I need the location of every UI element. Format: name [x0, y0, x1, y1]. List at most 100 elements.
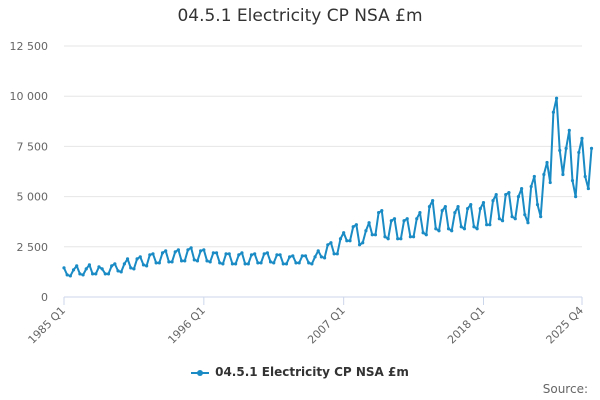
data-point[interactable] — [272, 261, 276, 265]
data-point[interactable] — [167, 260, 171, 264]
data-point[interactable] — [284, 262, 289, 266]
data-point[interactable] — [554, 96, 559, 100]
data-point[interactable] — [348, 239, 352, 243]
data-point[interactable] — [475, 227, 479, 231]
data-point[interactable] — [259, 261, 263, 265]
data-point[interactable] — [297, 261, 301, 265]
data-point[interactable] — [373, 233, 378, 237]
data-point[interactable] — [103, 272, 107, 276]
data-point[interactable] — [567, 128, 571, 132]
data-point[interactable] — [94, 272, 98, 276]
data-point[interactable] — [195, 259, 200, 263]
data-point[interactable] — [278, 253, 282, 257]
data-point[interactable] — [485, 223, 489, 227]
data-point[interactable] — [367, 221, 371, 225]
data-point[interactable] — [189, 246, 193, 250]
data-point[interactable] — [256, 261, 260, 265]
data-point[interactable] — [176, 248, 180, 252]
data-point[interactable] — [396, 237, 400, 241]
data-point[interactable] — [91, 272, 95, 276]
data-point[interactable] — [148, 253, 152, 257]
data-point[interactable] — [313, 255, 317, 259]
data-point[interactable] — [202, 248, 206, 252]
data-point[interactable] — [300, 254, 304, 258]
data-point[interactable] — [253, 252, 257, 256]
data-point[interactable] — [513, 217, 517, 221]
data-point[interactable] — [214, 251, 219, 255]
data-point[interactable] — [65, 273, 69, 277]
data-point[interactable] — [586, 186, 590, 191]
data-point[interactable] — [520, 186, 524, 191]
data-point[interactable] — [446, 227, 451, 231]
data-point[interactable] — [523, 213, 527, 217]
data-point[interactable] — [421, 231, 425, 235]
data-point[interactable] — [335, 252, 339, 256]
data-point[interactable] — [408, 235, 412, 239]
data-point[interactable] — [329, 241, 333, 245]
data-point[interactable] — [310, 262, 314, 266]
data-point[interactable] — [418, 211, 422, 215]
data-point[interactable] — [583, 174, 587, 179]
data-point[interactable] — [157, 261, 161, 265]
data-point[interactable] — [589, 146, 594, 151]
data-point[interactable] — [577, 150, 581, 155]
data-point[interactable] — [75, 264, 79, 268]
data-point[interactable] — [100, 267, 104, 271]
data-point[interactable] — [199, 249, 203, 253]
data-point[interactable] — [481, 201, 486, 205]
data-point[interactable] — [380, 209, 384, 213]
data-point[interactable] — [389, 219, 393, 223]
data-point[interactable] — [545, 160, 549, 165]
data-point[interactable] — [456, 205, 460, 209]
data-point[interactable] — [570, 178, 575, 183]
data-point[interactable] — [453, 211, 457, 215]
data-point[interactable] — [132, 267, 136, 271]
data-point[interactable] — [402, 219, 406, 223]
data-point[interactable] — [377, 211, 381, 215]
data-point[interactable] — [84, 267, 88, 271]
data-point[interactable] — [551, 110, 556, 114]
data-point[interactable] — [510, 215, 514, 219]
data-point[interactable] — [364, 229, 368, 233]
data-point[interactable] — [405, 217, 409, 221]
data-point[interactable] — [288, 255, 292, 259]
data-point[interactable] — [574, 195, 578, 199]
data-point[interactable] — [431, 199, 435, 203]
data-point[interactable] — [205, 259, 209, 263]
data-point[interactable] — [151, 252, 155, 256]
data-point[interactable] — [307, 261, 311, 265]
data-point[interactable] — [443, 205, 447, 209]
data-point[interactable] — [450, 229, 454, 233]
data-point[interactable] — [532, 174, 536, 179]
data-point[interactable] — [472, 225, 476, 229]
data-point[interactable] — [211, 251, 215, 255]
data-point[interactable] — [351, 225, 355, 229]
data-point[interactable] — [437, 229, 441, 233]
data-point[interactable] — [539, 215, 543, 219]
data-point[interactable] — [392, 217, 397, 221]
data-point[interactable] — [469, 203, 473, 207]
data-point[interactable] — [262, 252, 266, 256]
data-point[interactable] — [164, 249, 168, 253]
data-point[interactable] — [345, 239, 349, 243]
data-point[interactable] — [78, 272, 82, 276]
data-point[interactable] — [462, 227, 467, 231]
data-point[interactable] — [129, 266, 133, 270]
data-point[interactable] — [119, 270, 123, 274]
data-point[interactable] — [370, 233, 374, 237]
data-point[interactable] — [494, 192, 498, 197]
data-point[interactable] — [183, 259, 187, 263]
data-point[interactable] — [434, 227, 438, 231]
data-point[interactable] — [478, 207, 482, 211]
data-point[interactable] — [319, 255, 324, 259]
data-point[interactable] — [138, 255, 142, 259]
data-point[interactable] — [192, 258, 196, 262]
data-point[interactable] — [291, 254, 295, 258]
data-point[interactable] — [243, 262, 247, 266]
data-point[interactable] — [303, 254, 308, 258]
data-point[interactable] — [415, 217, 419, 221]
data-point[interactable] — [326, 243, 330, 247]
data-point[interactable] — [154, 261, 158, 265]
data-point[interactable] — [488, 223, 492, 227]
data-point[interactable] — [97, 265, 101, 269]
